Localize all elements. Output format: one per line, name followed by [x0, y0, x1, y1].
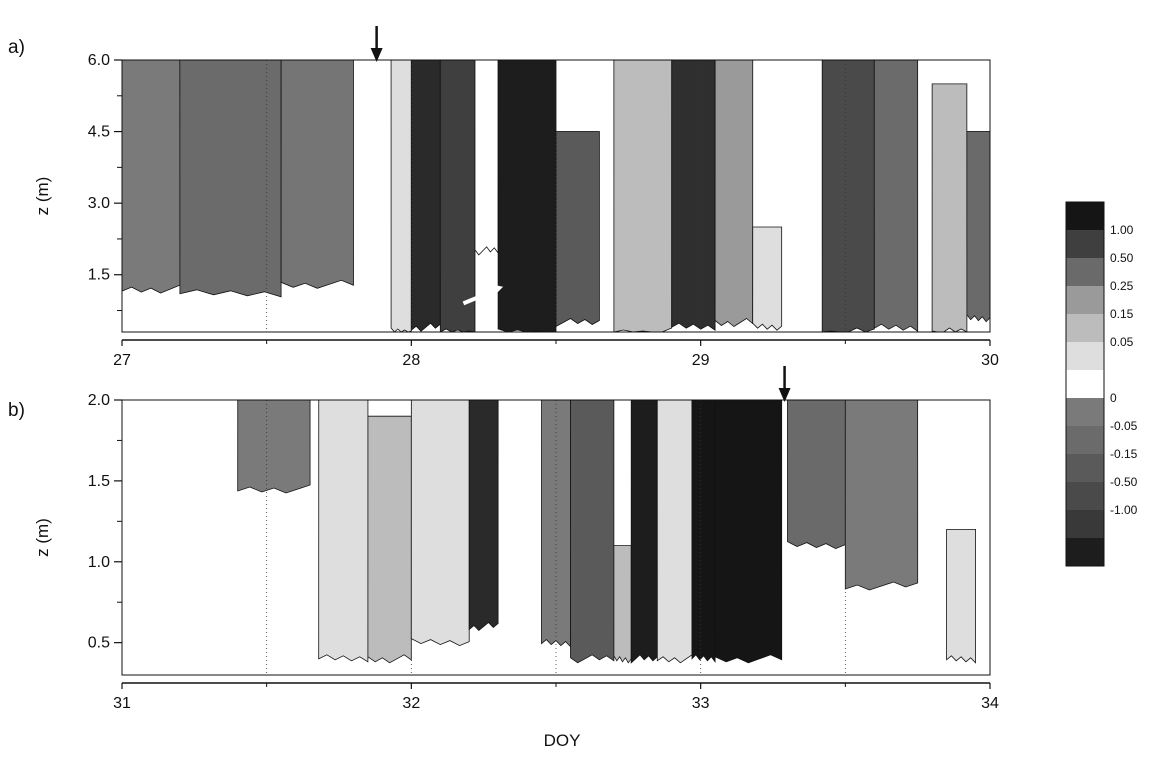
heatmap-cell	[630, 399, 658, 664]
y-axis-title: z (m)	[33, 177, 52, 216]
y-tick-label: 1.5	[88, 267, 110, 284]
x-axis-title: DOY	[544, 731, 581, 750]
white-arrow-marker-head	[487, 283, 504, 298]
heatmap-cell	[439, 59, 476, 333]
plot-frame	[121, 59, 991, 333]
colorbar-swatch	[1066, 510, 1104, 538]
y-tick-label: 4.5	[88, 124, 110, 141]
x-tick-label: 27	[113, 352, 131, 369]
heatmap-cell	[821, 59, 875, 333]
colorbar-swatch	[1066, 202, 1104, 230]
heatmap-cell	[555, 131, 600, 328]
colorbar-label: 0.15	[1110, 307, 1134, 321]
heatmap-cell	[237, 399, 311, 494]
heatmap-cell	[946, 529, 976, 664]
colorbar-label: -0.15	[1110, 447, 1138, 461]
colorbar-swatch	[1066, 258, 1104, 286]
heatmap-cell	[656, 399, 693, 664]
colorbar-swatch	[1066, 454, 1104, 482]
heatmap-cell	[671, 59, 716, 331]
colorbar-swatch	[1066, 426, 1104, 454]
colorbar-label: 0.25	[1110, 279, 1134, 293]
colorbar-frame	[1065, 201, 1105, 567]
heatmap-cell	[931, 83, 968, 333]
heatmap-cell	[966, 131, 991, 323]
colorbar-label: 0.05	[1110, 335, 1134, 349]
panel-a: 27 28 29 30 1.5 3.0 4.5 6.0 z (m) a)	[8, 26, 999, 369]
y-tick-label: 1.5	[88, 473, 110, 490]
colorbar-swatch	[1066, 538, 1104, 566]
x-tick-label: 32	[402, 695, 420, 712]
heatmap-cell	[179, 59, 282, 298]
colorbar-label: -0.05	[1110, 419, 1138, 433]
heatmap-cell	[121, 59, 181, 294]
panel-b: 31 32 33 34 0.5 1.0 1.5 2.0 z (m) b)	[8, 366, 999, 712]
x-tick-label: 29	[692, 352, 710, 369]
heatmap-cell	[714, 59, 754, 327]
heatmap-cell	[613, 545, 632, 664]
x-tick-label: 31	[113, 695, 131, 712]
colorbar-swatch	[1066, 230, 1104, 258]
heatmap-cell	[468, 399, 499, 632]
x-tick-label: 33	[692, 695, 710, 712]
x-tick-label: 28	[402, 352, 420, 369]
heatmap-cell	[691, 399, 716, 663]
heatmap-cell	[410, 399, 470, 647]
colorbar: 1.00 0.50 0.25 0.15 0.05 0 -0.05 -0.15 -0.50 -1.0…	[1065, 201, 1138, 567]
heatmap-cell	[410, 59, 441, 332]
heatmap-cell	[844, 399, 919, 591]
colorbar-label: 0	[1110, 391, 1117, 405]
heatmap-cell	[474, 59, 499, 256]
y-axis-title: z (m)	[33, 518, 52, 557]
plot-frame	[121, 399, 991, 676]
colorbar-swatch	[1066, 370, 1104, 398]
colorbar-label: -0.50	[1110, 475, 1138, 489]
y-tick-label: 2.0	[88, 392, 110, 409]
heatmap-cell	[873, 59, 919, 332]
y-tick-label: 3.0	[88, 195, 110, 212]
heatmap-cell	[752, 226, 783, 331]
colorbar-swatch	[1066, 482, 1104, 510]
heatmap-cell	[318, 399, 369, 663]
panel-label: a)	[8, 37, 25, 58]
heatmap-cell	[367, 415, 412, 664]
heatmap-cell	[613, 59, 673, 333]
y-tick-label: 1.0	[88, 554, 110, 571]
colorbar-label: 1.00	[1110, 223, 1134, 237]
colorbar-label: 0.50	[1110, 251, 1134, 265]
x-tick-label: 34	[981, 695, 999, 712]
y-tick-label: 0.5	[88, 635, 110, 652]
arrow-marker-head	[778, 388, 791, 402]
x-tick-label: 30	[981, 352, 999, 369]
y-tick-label: 6.0	[88, 52, 110, 69]
heatmap-cell	[280, 59, 354, 289]
colorbar-label: -1.00	[1110, 503, 1138, 517]
heatmap-cell	[570, 399, 615, 664]
heatmap-cell	[390, 59, 412, 333]
arrow-marker-head	[370, 48, 383, 62]
colorbar-swatch	[1066, 342, 1104, 370]
heatmap-cell	[714, 399, 783, 664]
heatmap-cell	[787, 399, 846, 550]
colorbar-swatch	[1066, 286, 1104, 314]
colorbar-swatch	[1066, 314, 1104, 342]
panel-label: b)	[8, 400, 25, 421]
colorbar-swatch	[1066, 398, 1104, 426]
heatmap-cell	[497, 59, 557, 333]
